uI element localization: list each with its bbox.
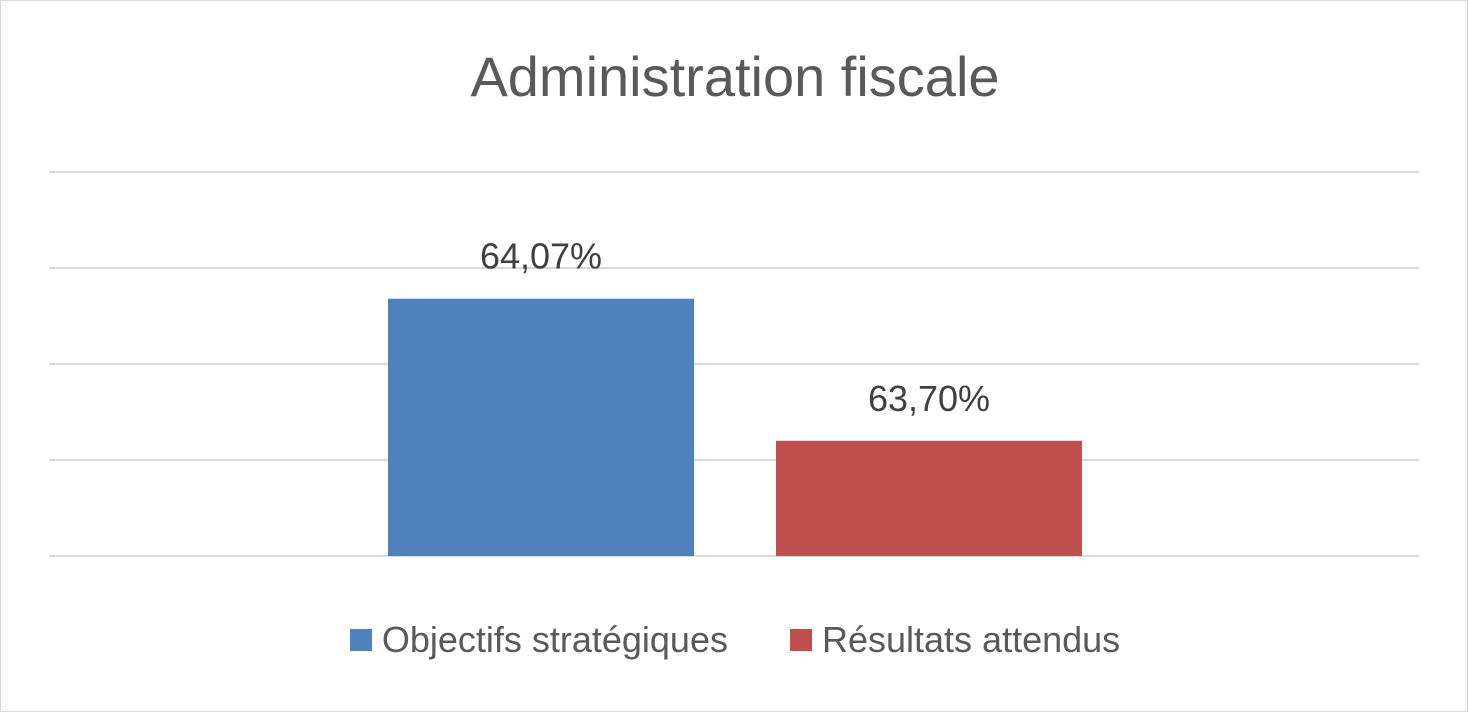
bar-objectifs bbox=[388, 298, 694, 556]
bars bbox=[388, 298, 1082, 556]
data-label-objectifs: 64,07% bbox=[480, 236, 602, 277]
legend-swatch-objectifs bbox=[349, 629, 372, 651]
legend-label-resultats: Résultats attendus bbox=[821, 619, 1121, 660]
legend: Objectifs stratégiques Résultats attendu… bbox=[1, 619, 1468, 661]
legend-label-objectifs: Objectifs stratégiques bbox=[381, 619, 728, 660]
legend-swatch-resultats bbox=[789, 629, 812, 651]
data-label-resultats: 63,70% bbox=[868, 378, 990, 419]
legend-item-objectifs: Objectifs stratégiques bbox=[349, 619, 728, 661]
bar-resultats bbox=[776, 440, 1082, 556]
data-labels: 64,07% 63,70% bbox=[480, 236, 990, 419]
legend-item-resultats: Résultats attendus bbox=[789, 619, 1121, 661]
chart-title: Administration fiscale bbox=[470, 45, 1000, 108]
gridlines bbox=[49, 171, 1419, 557]
